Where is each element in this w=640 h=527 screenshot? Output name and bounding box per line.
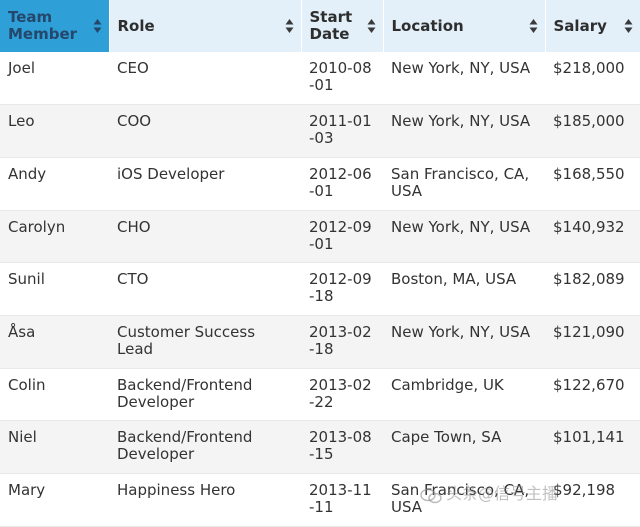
cell-salary: $182,089 [545,262,640,316]
watermark-text: 头条@信号主播 [446,484,559,503]
cell-location: New York, NY, USA [383,315,545,369]
column-header-label: Start Date [309,8,353,43]
cell-start-date: 2012-09-01 [301,210,383,264]
table-header: Team Member Role Start Date Location [0,0,640,52]
cell-team-member: Andy [0,157,109,211]
sort-icon [529,18,538,34]
cell-role: Backend/Frontend Developer [109,420,301,474]
cell-location: San Francisco, CA, USA [383,473,545,527]
sort-icon [285,18,294,34]
watermark-logo-icon [420,487,442,503]
cell-role: COO [109,104,301,158]
table-row: Mary Happiness Hero 2013-11-11 San Franc… [0,473,640,527]
cell-salary: $101,141 [545,420,640,474]
cell-start-date: 2011-01-03 [301,104,383,158]
cell-location: San Francisco, CA, USA [383,157,545,211]
cell-team-member: Leo [0,104,109,158]
cell-start-date: 2012-09-18 [301,262,383,316]
cell-team-member: Sunil [0,262,109,316]
table-row: Colin Backend/Frontend Developer 2013-02… [0,368,640,422]
cell-salary: $140,932 [545,210,640,264]
cell-team-member: Åsa [0,315,109,369]
table-row: Leo COO 2011-01-03 New York, NY, USA $18… [0,104,640,158]
cell-start-date: 2010-08-01 [301,52,383,106]
cell-role: CHO [109,210,301,264]
cell-start-date: 2013-02-18 [301,315,383,369]
table-row: Carolyn CHO 2012-09-01 New York, NY, USA… [0,210,640,264]
cell-team-member: Mary [0,473,109,527]
cell-team-member: Carolyn [0,210,109,264]
table-row: Åsa Customer Success Lead 2013-02-18 New… [0,315,640,369]
cell-location: Cambridge, UK [383,368,545,422]
column-header-start-date[interactable]: Start Date [301,0,384,52]
cell-salary: $122,670 [545,368,640,422]
header-row: Team Member Role Start Date Location [0,0,640,52]
cell-team-member: Joel [0,52,109,106]
table-body: Joel CEO 2010-08-01 New York, NY, USA $2… [0,52,640,527]
column-header-label: Location [391,16,464,35]
cell-salary: $121,090 [545,315,640,369]
table-row: Sunil CTO 2012-09-18 Boston, MA, USA $18… [0,262,640,316]
cell-role: CTO [109,262,301,316]
cell-location: Cape Town, SA [383,420,545,474]
sort-icon [624,18,633,34]
column-header-label: Role [117,16,155,35]
cell-team-member: Niel [0,420,109,474]
cell-start-date: 2013-02-22 [301,368,383,422]
column-header-location[interactable]: Location [383,0,546,52]
column-header-salary[interactable]: Salary [545,0,640,52]
table-row: Niel Backend/Frontend Developer 2013-08-… [0,420,640,474]
cell-start-date: 2013-08-15 [301,420,383,474]
cell-location: New York, NY, USA [383,104,545,158]
cell-team-member: Colin [0,368,109,422]
cell-role: iOS Developer [109,157,301,211]
cell-role: Customer Success Lead [109,315,301,369]
column-header-label: Salary [553,16,607,35]
cell-salary: $218,000 [545,52,640,106]
cell-salary: $185,000 [545,104,640,158]
cell-role: Happiness Hero [109,473,301,527]
sort-icon [367,18,376,34]
cell-location: New York, NY, USA [383,52,545,106]
watermark: 头条@信号主播 [420,482,630,506]
cell-start-date: 2013-11-11 [301,473,383,527]
cell-location: Boston, MA, USA [383,262,545,316]
column-header-label: Team Member [8,8,78,43]
column-header-role[interactable]: Role [109,0,302,52]
cell-location: New York, NY, USA [383,210,545,264]
sort-icon [93,18,102,34]
cell-role: CEO [109,52,301,106]
cell-salary: $168,550 [545,157,640,211]
table-row: Joel CEO 2010-08-01 New York, NY, USA $2… [0,52,640,106]
cell-start-date: 2012-06-01 [301,157,383,211]
cell-role: Backend/Frontend Developer [109,368,301,422]
table-row: Andy iOS Developer 2012-06-01 San Franci… [0,157,640,211]
cell-salary: $92,198 [545,473,640,527]
column-header-team-member[interactable]: Team Member [0,0,110,52]
